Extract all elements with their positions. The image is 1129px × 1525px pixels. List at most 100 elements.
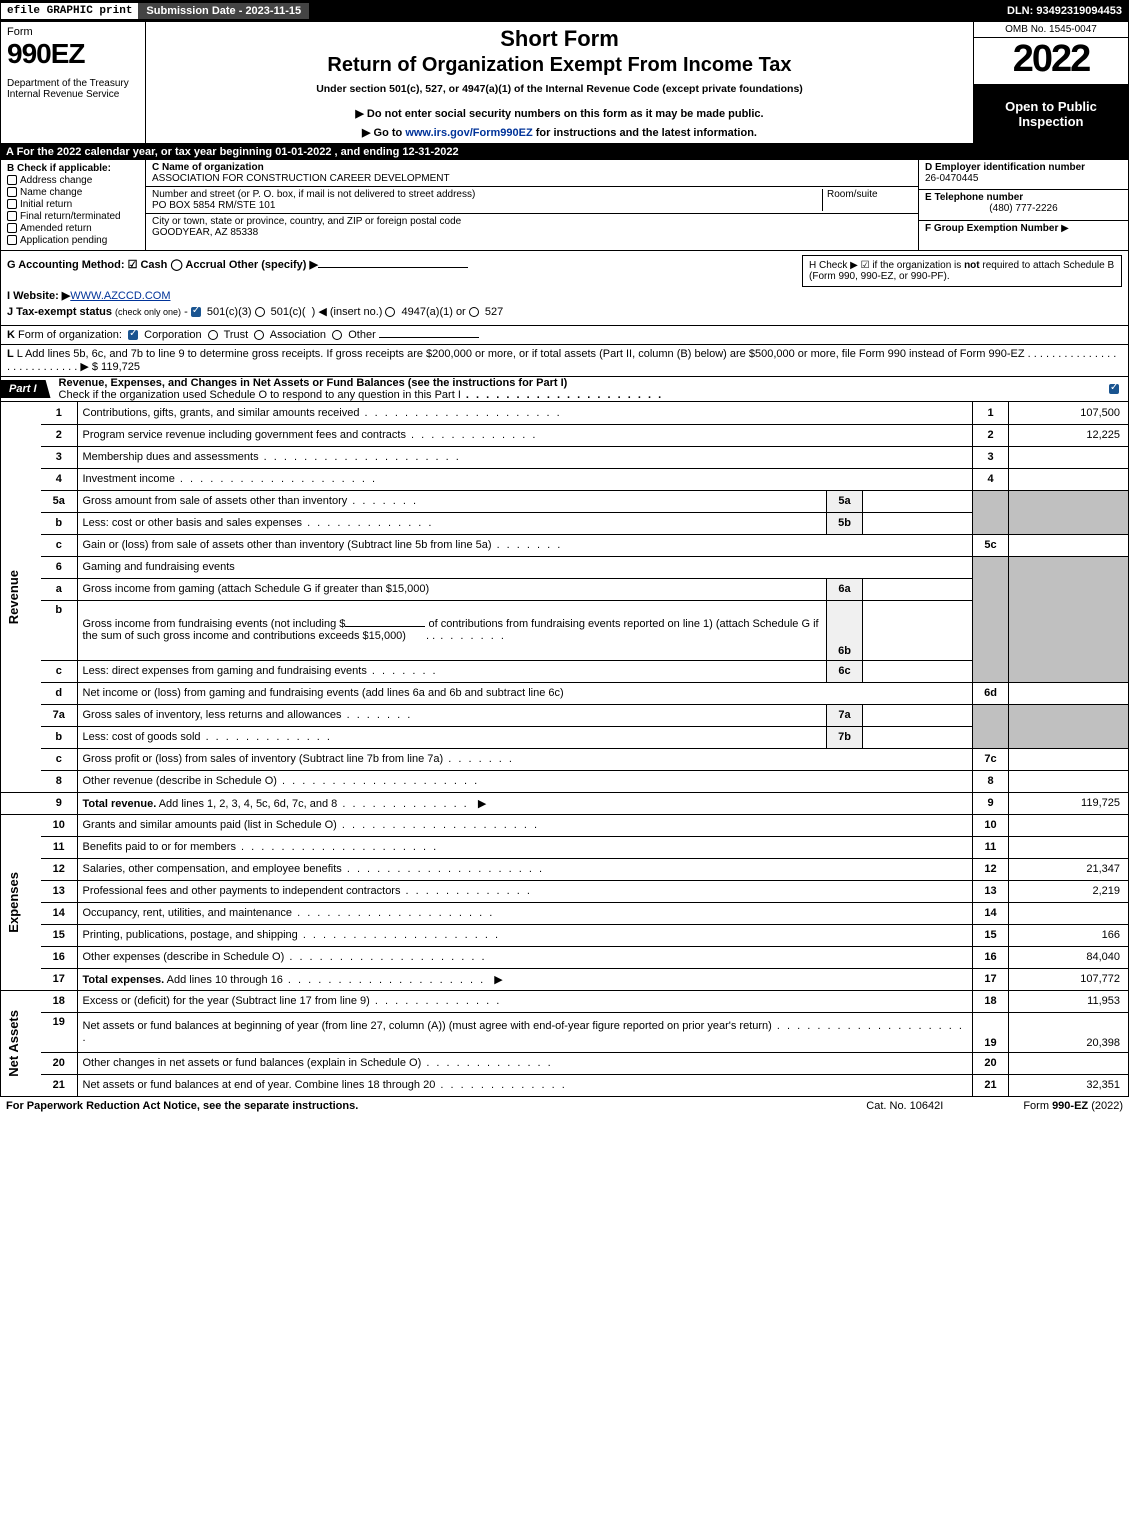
column-def: D Employer identification number 26-0470…	[918, 160, 1128, 250]
line-6-desc: Gaming and fundraising events	[83, 561, 235, 573]
form-number: 990EZ	[7, 38, 139, 70]
line-16-desc: Other expenses (describe in Schedule O)	[83, 951, 285, 963]
org-city: GOODYEAR, AZ 85338	[152, 227, 258, 238]
h-text1: H Check ▶ ☑ if the organization is	[809, 260, 964, 271]
website-link[interactable]: WWW.AZCCD.COM	[70, 290, 170, 302]
short-form-label: Short Form	[156, 26, 963, 52]
line-21-desc: Net assets or fund balances at end of ye…	[83, 1079, 436, 1091]
line-18-val: 11,953	[1009, 990, 1129, 1012]
f-arrow: ▶	[1061, 223, 1069, 234]
line-6c-desc: Less: direct expenses from gaming and fu…	[83, 665, 367, 677]
part1-tab: Part I	[1, 380, 51, 398]
line-17-val: 107,772	[1009, 968, 1129, 990]
irs-link[interactable]: www.irs.gov/Form990EZ	[405, 127, 532, 139]
e-label: E Telephone number	[925, 192, 1023, 203]
chk-amended-return[interactable]: Amended return	[7, 223, 139, 234]
ein: 26-0470445	[925, 173, 978, 184]
section-b-c-def: B Check if applicable: Address change Na…	[0, 160, 1129, 251]
submission-date: Submission Date - 2023-11-15	[138, 3, 309, 19]
line-5b-desc: Less: cost or other basis and sales expe…	[83, 517, 303, 529]
h-not: not	[964, 260, 980, 271]
line-6a-desc: Gross income from gaming (attach Schedul…	[83, 583, 430, 595]
telephone: (480) 777-2226	[925, 203, 1122, 214]
line-13-desc: Professional fees and other payments to …	[83, 885, 401, 897]
form-title: Return of Organization Exempt From Incom…	[156, 54, 963, 77]
line-7a-desc: Gross sales of inventory, less returns a…	[83, 709, 342, 721]
line-15-desc: Printing, publications, postage, and shi…	[83, 929, 298, 941]
line-8-desc: Other revenue (describe in Schedule O)	[83, 775, 277, 787]
k-line: K Form of organization: Corporation Trus…	[0, 326, 1129, 345]
line-14-desc: Occupancy, rent, utilities, and maintena…	[83, 907, 293, 919]
chk-name-change[interactable]: Name change	[7, 187, 139, 198]
l-text: L Add lines 5b, 6c, and 7b to line 9 to …	[17, 348, 1025, 360]
line-5a-desc: Gross amount from sale of assets other t…	[83, 495, 348, 507]
h-box: H Check ▶ ☑ if the organization is not r…	[802, 255, 1122, 287]
paperwork-notice: For Paperwork Reduction Act Notice, see …	[6, 1100, 358, 1112]
tax-year: 2022	[974, 38, 1128, 84]
part1-sub: Check if the organization used Schedule …	[59, 389, 461, 401]
addr-label: Number and street (or P. O. box, if mail…	[152, 189, 475, 200]
line-1-val: 107,500	[1009, 402, 1129, 424]
line-13-val: 2,219	[1009, 880, 1129, 902]
under-section: Under section 501(c), 527, or 4947(a)(1)…	[156, 83, 963, 95]
line-5c-desc: Gain or (loss) from sale of assets other…	[83, 539, 492, 551]
line-4-desc: Investment income	[83, 473, 175, 485]
ssn-warning: ▶ Do not enter social security numbers o…	[156, 107, 963, 120]
org-address: PO BOX 5854 RM/STE 101	[152, 200, 275, 211]
i-label: I Website: ▶	[7, 290, 70, 302]
line-10-desc: Grants and similar amounts paid (list in…	[83, 819, 337, 831]
line-19-desc: Net assets or fund balances at beginning…	[83, 1020, 772, 1032]
line-21-val: 32,351	[1009, 1074, 1129, 1096]
room-label: Room/suite	[827, 189, 878, 200]
goto-post: for instructions and the latest informat…	[533, 127, 757, 139]
line-7c-desc: Gross profit or (loss) from sales of inv…	[83, 753, 444, 765]
line-6b-desc1: Gross income from fundraising events (no…	[83, 618, 346, 630]
b-header: B Check if applicable:	[7, 163, 139, 174]
line-20-desc: Other changes in net assets or fund bala…	[83, 1057, 422, 1069]
section-a: A For the 2022 calendar year, or tax yea…	[0, 144, 1129, 160]
line-16-val: 84,040	[1009, 946, 1129, 968]
header-mid: Short Form Return of Organization Exempt…	[146, 22, 973, 143]
netassets-label: Net Assets	[6, 1010, 21, 1077]
line-12-desc: Salaries, other compensation, and employ…	[83, 863, 342, 875]
line-3-desc: Membership dues and assessments	[83, 451, 259, 463]
expenses-label: Expenses	[6, 872, 21, 933]
department: Department of the Treasury Internal Reve…	[7, 78, 139, 100]
line-1-desc: Contributions, gifts, grants, and simila…	[83, 407, 360, 419]
top-bar: efile GRAPHIC print Submission Date - 20…	[0, 0, 1129, 22]
revenue-label: Revenue	[6, 570, 21, 624]
l-line: L L Add lines 5b, 6c, and 7b to line 9 t…	[0, 345, 1129, 377]
header-left: Form 990EZ Department of the Treasury In…	[1, 22, 146, 143]
line-12-val: 21,347	[1009, 858, 1129, 880]
part1-checkbox[interactable]	[1109, 384, 1119, 394]
column-c: C Name of organization ASSOCIATION FOR C…	[146, 160, 918, 250]
city-label: City or town, state or province, country…	[152, 216, 461, 227]
omb-number: OMB No. 1545-0047	[974, 22, 1128, 38]
efile-label[interactable]: efile GRAPHIC print	[1, 3, 138, 19]
line-9-val: 119,725	[1009, 792, 1129, 814]
open-inspection: Open to Public Inspection	[974, 84, 1128, 143]
part1-title: Revenue, Expenses, and Changes in Net As…	[51, 377, 1109, 401]
line-7b-desc: Less: cost of goods sold	[83, 731, 201, 743]
chk-final-return[interactable]: Final return/terminated	[7, 211, 139, 222]
column-b: B Check if applicable: Address change Na…	[1, 160, 146, 250]
line-15-val: 166	[1009, 924, 1129, 946]
chk-application-pending[interactable]: Application pending	[7, 235, 139, 246]
cat-no: Cat. No. 10642I	[866, 1100, 943, 1112]
j-line: J Tax-exempt status (check only one) - 5…	[7, 305, 1122, 318]
dln: DLN: 93492319094453	[1007, 5, 1128, 17]
line-6d-desc: Net income or (loss) from gaming and fun…	[83, 687, 564, 699]
header-right: OMB No. 1545-0047 2022 Open to Public In…	[973, 22, 1128, 143]
l-val: 119,725	[101, 361, 140, 373]
form-ref: Form 990-EZ (2022)	[1023, 1100, 1123, 1112]
footer: For Paperwork Reduction Act Notice, see …	[0, 1097, 1129, 1115]
chk-address-change[interactable]: Address change	[7, 175, 139, 186]
line-2-val: 12,225	[1009, 424, 1129, 446]
f-label: F Group Exemption Number	[925, 223, 1058, 234]
lines-table: Revenue 1Contributions, gifts, grants, a…	[0, 402, 1129, 1097]
org-name: ASSOCIATION FOR CONSTRUCTION CAREER DEVE…	[152, 173, 450, 184]
form-header: Form 990EZ Department of the Treasury In…	[0, 22, 1129, 144]
goto-pre: ▶ Go to	[362, 127, 405, 139]
line-19-val: 20,398	[1009, 1012, 1129, 1052]
chk-initial-return[interactable]: Initial return	[7, 199, 139, 210]
